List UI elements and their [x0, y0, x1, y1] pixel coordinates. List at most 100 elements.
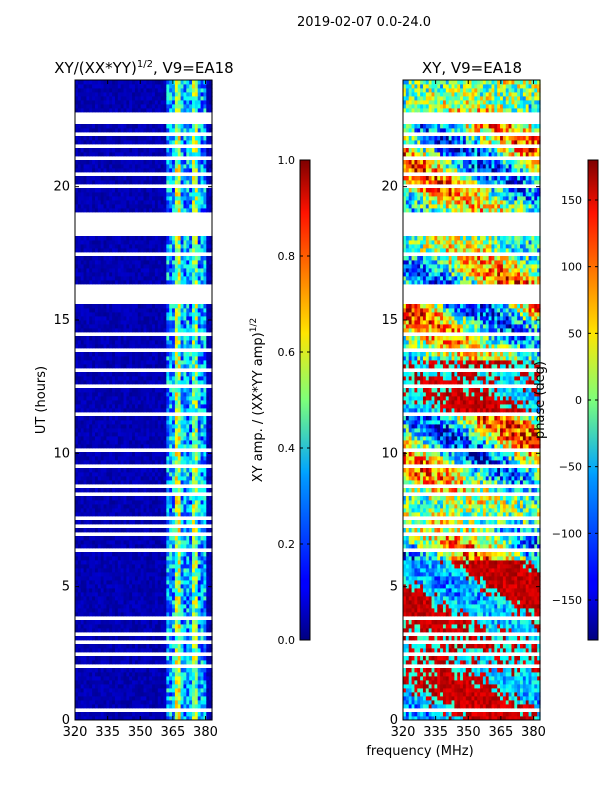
heatmap-cell — [137, 408, 142, 413]
heatmap-cell — [177, 700, 182, 705]
heatmap-cell — [143, 504, 147, 509]
heatmap-cell — [206, 476, 210, 481]
heatmap-cell — [192, 200, 196, 205]
heatmap-cell — [132, 244, 136, 249]
heatmap-cell — [209, 472, 213, 477]
heatmap-cell — [106, 364, 110, 369]
heatmap-cell — [203, 324, 207, 329]
heatmap-cell — [194, 328, 199, 333]
heatmap-cell — [129, 480, 133, 485]
heatmap-cell — [94, 376, 99, 381]
heatmap-cell — [89, 704, 93, 709]
heatmap-cell — [134, 200, 139, 205]
heatmap-cell — [146, 580, 150, 585]
heatmap-cell — [126, 352, 130, 357]
heatmap-cell — [152, 192, 156, 197]
heatmap-cell — [83, 416, 88, 421]
heatmap-cell — [103, 208, 107, 213]
heatmap-cell — [177, 472, 182, 477]
heatmap-cell — [209, 544, 213, 549]
heatmap-cell — [114, 388, 119, 393]
heatmap-cell — [140, 316, 145, 321]
heatmap-cell — [86, 440, 90, 445]
heatmap-cell — [206, 600, 210, 605]
heatmap-cell — [80, 404, 85, 409]
heatmap-cell — [149, 648, 153, 653]
heatmap-cell — [134, 248, 139, 253]
heatmap-cell — [117, 320, 122, 325]
heatmap-cell — [134, 692, 139, 697]
heatmap-cell — [86, 712, 90, 717]
heatmap-cell — [154, 320, 159, 325]
heatmap-cell — [174, 192, 179, 197]
heatmap-cell — [129, 460, 133, 465]
heatmap-cell — [203, 460, 207, 465]
heatmap-cell — [134, 712, 139, 717]
heatmap-cell — [146, 352, 150, 357]
heatmap-cell — [172, 520, 176, 525]
heatmap-cell — [109, 260, 113, 265]
heatmap-cell — [180, 560, 185, 565]
heatmap-cell — [180, 356, 185, 361]
heatmap-cell — [100, 676, 105, 681]
heatmap-cell — [163, 380, 167, 385]
heatmap-cell — [134, 408, 139, 413]
heatmap-cell — [152, 344, 156, 349]
heatmap-cell — [186, 680, 190, 685]
heatmap-cell — [169, 248, 173, 253]
heatmap-cell — [80, 612, 85, 617]
heatmap-cell — [75, 420, 79, 425]
heatmap-cell — [154, 588, 159, 593]
heatmap-cell — [97, 636, 102, 641]
heatmap-cell — [83, 704, 88, 709]
heatmap-cell — [206, 408, 210, 413]
heatmap-cell — [120, 276, 125, 281]
heatmap-cell — [129, 668, 133, 673]
heatmap-cell — [160, 556, 165, 561]
heatmap-cell — [83, 380, 88, 385]
heatmap-cell — [77, 404, 82, 409]
heatmap-cell — [146, 364, 150, 369]
heatmap-cell — [100, 244, 105, 249]
heatmap-cell — [80, 504, 85, 509]
heatmap-cell — [75, 272, 79, 277]
heatmap-cell — [143, 176, 147, 181]
heatmap-cell — [137, 636, 142, 641]
heatmap-cell — [206, 280, 210, 285]
heatmap-cell — [192, 608, 196, 613]
heatmap-cell — [114, 324, 119, 329]
heatmap-cell — [189, 588, 193, 593]
heatmap-cell — [103, 452, 107, 457]
heatmap-cell — [112, 696, 116, 701]
heatmap-cell — [92, 388, 96, 393]
heatmap-cell — [117, 544, 122, 549]
heatmap-cell — [174, 432, 179, 437]
heatmap-cell — [86, 264, 90, 269]
heatmap-cell — [86, 624, 90, 629]
heatmap-cell — [75, 472, 79, 477]
heatmap-cell — [97, 208, 102, 213]
heatmap-cell — [163, 376, 167, 381]
heatmap-cell — [192, 556, 196, 561]
heatmap-cell — [100, 236, 105, 241]
heatmap-cell — [160, 316, 165, 321]
heatmap-cell — [163, 204, 167, 209]
heatmap-cell — [114, 340, 119, 345]
heatmap-cell — [200, 596, 205, 601]
heatmap-cell — [172, 248, 176, 253]
heatmap-cell — [75, 628, 79, 633]
heatmap-cell — [160, 396, 165, 401]
heatmap-cell — [180, 552, 185, 557]
heatmap-cell — [160, 672, 165, 677]
heatmap-cell — [186, 404, 190, 409]
heatmap-cell — [132, 528, 136, 533]
heatmap-cell — [83, 452, 88, 457]
heatmap-cell — [152, 180, 156, 185]
heatmap-cell — [192, 684, 196, 689]
heatmap-cell — [172, 236, 176, 241]
heatmap-cell — [154, 716, 159, 721]
heatmap-cell — [123, 428, 127, 433]
heatmap-cell — [203, 612, 207, 617]
heatmap-cell — [92, 588, 96, 593]
heatmap-cell — [174, 420, 179, 425]
